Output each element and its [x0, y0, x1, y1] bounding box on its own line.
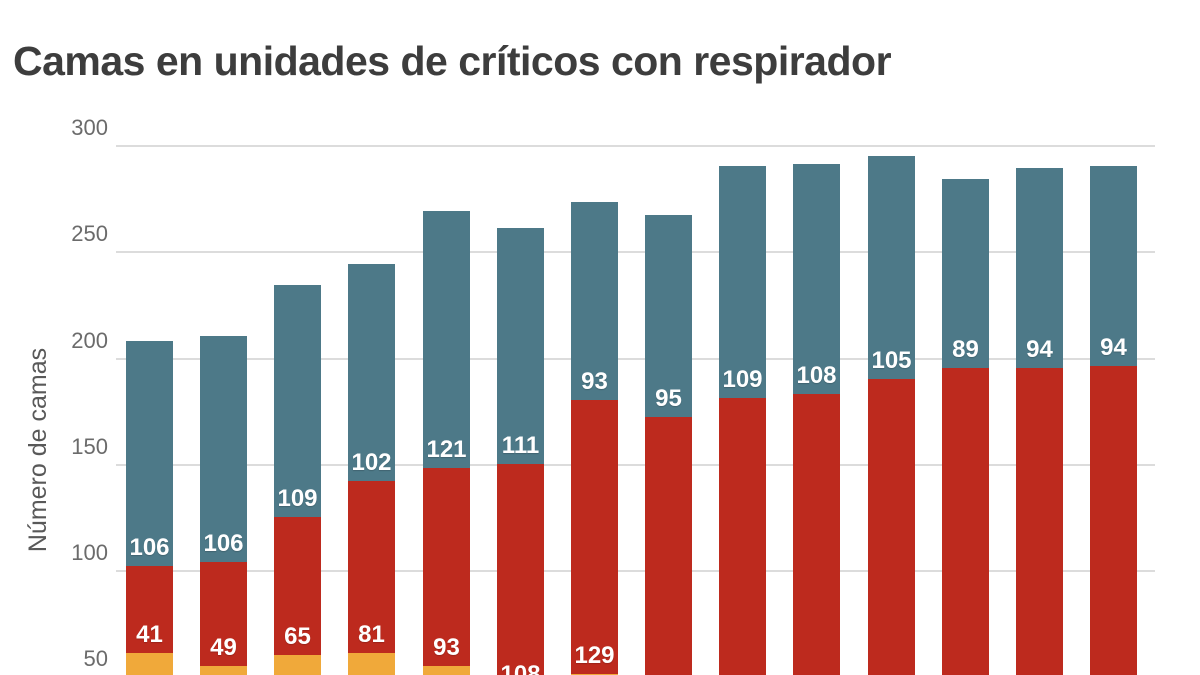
gridline — [116, 251, 1155, 253]
bar-segment-segmento-superior-teal: 121 — [423, 210, 470, 468]
bar: 3014295 — [645, 0, 692, 675]
bar-value-label: 93 — [581, 368, 608, 395]
bar: 30160105 — [868, 0, 915, 675]
bar-segment-segmento-superior-teal: 89 — [942, 179, 989, 369]
bar-value-label: 94 — [1100, 334, 1127, 361]
bar-segment-segmento-superior-teal: 109 — [719, 166, 766, 398]
bar-segment-segmento-inferior-naranja: 55 — [423, 665, 470, 675]
bar-segment-segmento-medio-rojo: 165 — [942, 368, 989, 675]
bar-value-label: 94 — [1026, 336, 1053, 364]
bar: 30151109 — [719, 0, 766, 675]
bar-value-label: 111 — [501, 431, 540, 459]
bar-segment-segmento-medio-rojo: 129 — [571, 400, 618, 675]
bar-segment-segmento-medio-rojo: 41 — [126, 565, 173, 653]
bar-value-label: 105 — [871, 346, 912, 374]
bar-segment-segmento-superior-teal: 108 — [793, 164, 840, 394]
bar-value-label: 81 — [358, 620, 385, 648]
bar-segment-segmento-medio-rojo: 108 — [497, 463, 544, 675]
bar: 60 65 109 — [274, 0, 321, 675]
bar: 3016594 — [1016, 0, 1063, 675]
bar-segment-segmento-medio-rojo: 81 — [348, 480, 395, 653]
bar-value-label: 102 — [351, 448, 392, 476]
bar-segment-segmento-superior-teal: 102 — [348, 264, 395, 481]
bar-value-label: 109 — [722, 365, 763, 393]
bar-value-label: 49 — [210, 633, 237, 661]
bar: 5112993 — [571, 0, 618, 675]
bar-segment-segmento-medio-rojo: 153 — [793, 393, 840, 675]
y-tick-label: 300 — [71, 115, 108, 140]
bar-segment-segmento-superior-teal: 106 — [126, 340, 173, 566]
bar: 42108111 — [497, 0, 544, 675]
bar: 61 81 102 — [348, 0, 395, 675]
bar-segment-segmento-inferior-naranja: 61 — [348, 652, 395, 675]
y-tick-label: 250 — [71, 221, 108, 246]
bar-value-label: 93 — [433, 633, 460, 661]
bar-segment-segmento-superior-teal: 109 — [274, 285, 321, 517]
bar-segment-segmento-superior-teal: 111 — [497, 227, 544, 464]
bar: 55 93 121 — [423, 0, 470, 675]
bar-segment-segmento-inferior-naranja: 60 — [274, 655, 321, 675]
bar-segment-segmento-medio-rojo: 49 — [200, 561, 247, 666]
bar-value-label: 109 — [277, 484, 318, 512]
gridline — [116, 145, 1155, 147]
y-tick-label: 100 — [71, 540, 108, 565]
bar-segment-segmento-superior-teal: 94 — [1090, 166, 1137, 366]
bar-segment-segmento-inferior-naranja: 61 — [126, 652, 173, 675]
bar-value-label: 108 — [500, 661, 541, 675]
bar-segment-segmento-superior-teal: 93 — [571, 202, 618, 400]
bar-segment-segmento-medio-rojo: 151 — [719, 397, 766, 675]
gridline — [116, 570, 1155, 572]
bar-segment-segmento-medio-rojo: 160 — [868, 378, 915, 675]
bar: 61 41 106 — [126, 0, 173, 675]
bar-value-label: 121 — [426, 436, 467, 463]
bar-value-label: 65 — [284, 623, 311, 650]
bar-segment-segmento-medio-rojo: 142 — [645, 417, 692, 675]
bar-segment-segmento-superior-teal: 95 — [645, 215, 692, 417]
gridline — [116, 464, 1155, 466]
y-tick-label: 50 — [83, 646, 108, 671]
bar-value-label: 41 — [136, 620, 163, 648]
bar-value-label: 106 — [129, 533, 170, 561]
bar: 3016694 — [1090, 0, 1137, 675]
bar-value-label: 95 — [655, 385, 682, 412]
bar: 3016589 — [942, 0, 989, 675]
bar-segment-segmento-medio-rojo: 166 — [1090, 366, 1137, 675]
gridline — [116, 358, 1155, 360]
bar: 30153108 — [793, 0, 840, 675]
bar-segment-segmento-medio-rojo: 93 — [423, 468, 470, 666]
y-tick-label: 150 — [71, 434, 108, 459]
bar: 55 49 106 — [200, 0, 247, 675]
bar-value-label: 106 — [203, 529, 244, 557]
y-tick-label: 200 — [71, 328, 108, 353]
bar-segment-segmento-superior-teal: 94 — [1016, 168, 1063, 369]
bar-segment-segmento-medio-rojo: 65 — [274, 516, 321, 655]
bar-value-label: 129 — [574, 642, 615, 670]
bar-segment-segmento-superior-teal: 105 — [868, 155, 915, 379]
bar-segment-segmento-medio-rojo: 165 — [1016, 368, 1063, 675]
bar-segment-segmento-inferior-naranja: 55 — [200, 665, 247, 675]
bar-value-label: 108 — [796, 361, 837, 389]
bar-value-label: 89 — [952, 336, 979, 364]
chart-title: Camas en unidades de críticos con respir… — [13, 38, 892, 84]
bar-segment-segmento-superior-teal: 106 — [200, 336, 247, 562]
